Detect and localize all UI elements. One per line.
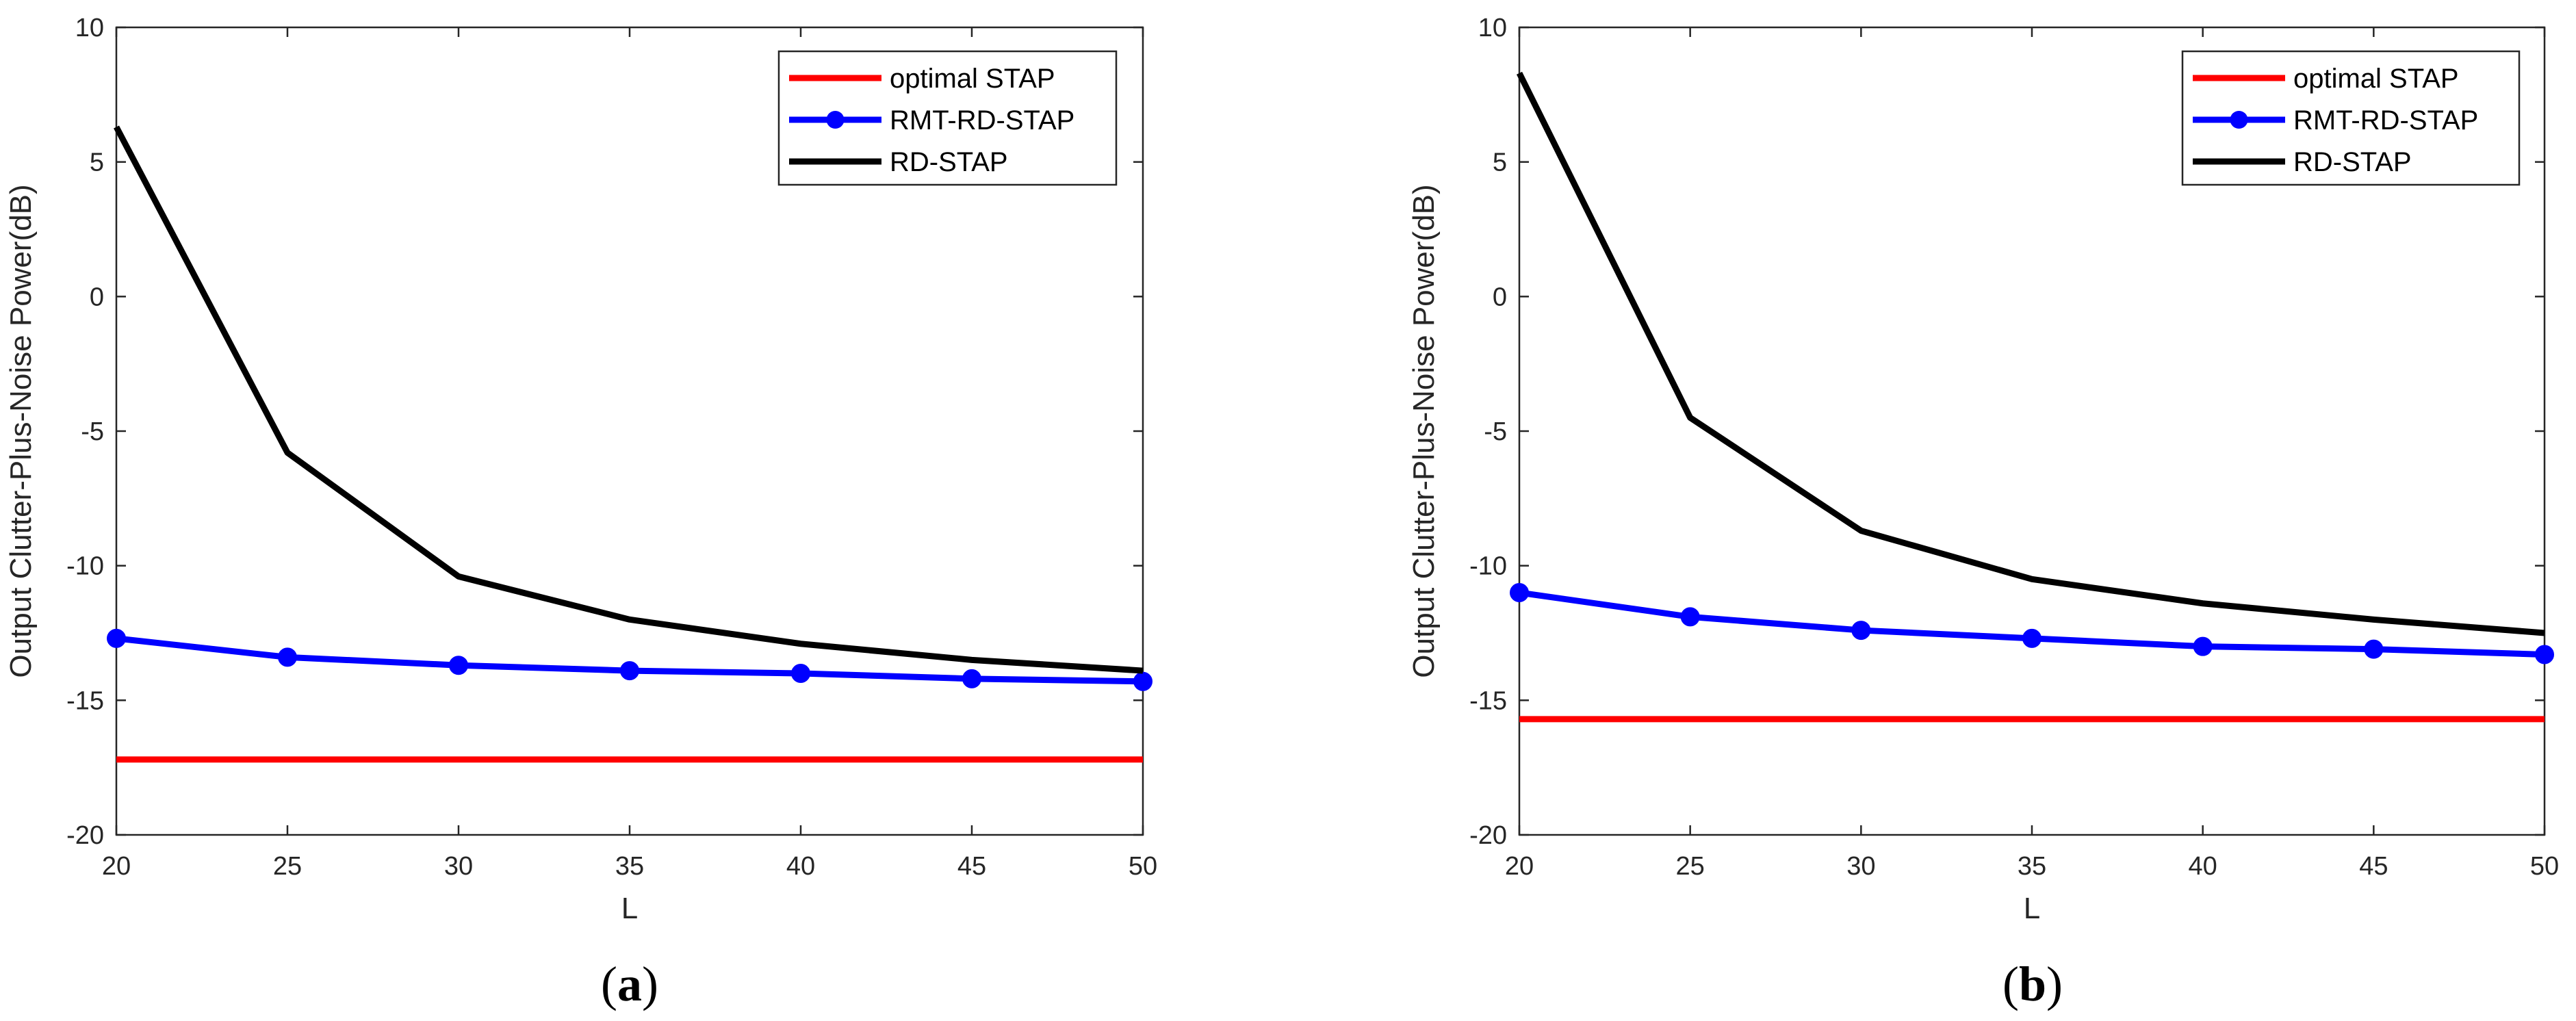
y-tick-label: 10 <box>75 14 104 42</box>
caption-a: (a) <box>601 957 658 1011</box>
data-point-rmt-rd-stap <box>2022 628 2042 648</box>
series-line-rd-stap <box>114 125 1144 674</box>
y-tick-label: -15 <box>66 686 104 715</box>
x-tick-label: 25 <box>273 852 302 881</box>
data-point-rmt-rd-stap <box>107 628 126 648</box>
caption-b-close: ) <box>2046 957 2063 1011</box>
legend-label: RD-STAP <box>2293 147 2412 177</box>
x-tick-label: 20 <box>102 852 131 881</box>
x-tick-label: 50 <box>1129 852 1157 881</box>
legend-marker <box>2230 111 2248 129</box>
legend-label: RMT-RD-STAP <box>2293 105 2478 135</box>
data-point-rmt-rd-stap <box>1510 583 1529 602</box>
data-point-rmt-rd-stap <box>1680 607 1700 627</box>
y-tick-label: -10 <box>66 552 104 581</box>
y-tick-label: -5 <box>81 417 104 446</box>
caption-b-open: ( <box>2002 957 2019 1011</box>
data-point-rmt-rd-stap <box>1133 671 1152 691</box>
chart-panel-a: 20 25 30 35 40 45 50 -20 -15 -10 -5 0 5 10 L Output Clu… <box>4 14 1157 925</box>
y-tick-label: -10 <box>1469 552 1507 581</box>
caption-a-close: ) <box>642 957 658 1011</box>
x-tick-label: 25 <box>1676 852 1705 881</box>
y-tick-label: 0 <box>1493 283 1507 311</box>
legend: optimal STAP RMT-RD-STAP RD-STAP <box>2181 50 2521 186</box>
legend-label: optimal STAP <box>2293 64 2459 94</box>
y-tick-label: 5 <box>90 148 104 177</box>
x-tick-label: 40 <box>2189 852 2217 881</box>
y-tick-label: -5 <box>1484 417 1507 446</box>
y-tick-label: -20 <box>66 821 104 850</box>
x-tick-label: 30 <box>1846 852 1875 881</box>
x-tick-label: 45 <box>957 852 986 881</box>
y-tick-label: 0 <box>90 283 104 311</box>
y-tick-label: 5 <box>1493 148 1507 177</box>
legend-marker <box>826 111 845 129</box>
x-tick-label: 35 <box>2018 852 2046 881</box>
legend-label: RD-STAP <box>890 147 1008 177</box>
x-tick-label: 30 <box>444 852 473 881</box>
x-tick-label: 45 <box>2359 852 2388 881</box>
data-point-rmt-rd-stap <box>278 647 297 667</box>
legend: optimal STAP RMT-RD-STAP RD-STAP <box>777 50 1118 186</box>
x-tick-label: 35 <box>615 852 644 881</box>
caption-b: (b) <box>2002 957 2063 1011</box>
data-point-rmt-rd-stap <box>962 669 981 688</box>
x-tick-label: 40 <box>786 852 815 881</box>
data-point-rmt-rd-stap <box>791 664 810 683</box>
legend-label: RMT-RD-STAP <box>890 105 1074 135</box>
x-axis-label: L <box>621 892 638 925</box>
data-point-rmt-rd-stap <box>620 661 639 681</box>
y-axis-label: Output Clutter-Plus-Noise Power(dB) <box>4 184 38 677</box>
y-tick-label: 10 <box>1478 14 1507 42</box>
y-axis-label: Output Clutter-Plus-Noise Power(dB) <box>1407 184 1441 677</box>
x-axis-label: L <box>2024 892 2040 925</box>
legend-label: optimal STAP <box>890 64 1055 94</box>
caption-b-letter: b <box>2019 957 2046 1011</box>
data-point-rmt-rd-stap <box>2364 639 2384 659</box>
data-point-rmt-rd-stap <box>2193 636 2213 656</box>
y-tick-label: -15 <box>1469 686 1507 715</box>
caption-a-letter: a <box>617 957 642 1011</box>
x-tick-label: 50 <box>2530 852 2559 881</box>
y-tick-label: -20 <box>1469 821 1507 850</box>
data-point-rmt-rd-stap <box>449 656 468 675</box>
x-tick-label: 20 <box>1505 852 1534 881</box>
chart-panel-b: 20 25 30 35 40 45 50 -20 -15 -10 -5 0 5 10 L Output Clu… <box>1407 14 2559 925</box>
data-point-rmt-rd-stap <box>1851 621 1871 641</box>
data-point-rmt-rd-stap <box>2535 645 2554 664</box>
series-line-rd-stap <box>1516 71 2545 636</box>
caption-a-open: ( <box>601 957 617 1011</box>
